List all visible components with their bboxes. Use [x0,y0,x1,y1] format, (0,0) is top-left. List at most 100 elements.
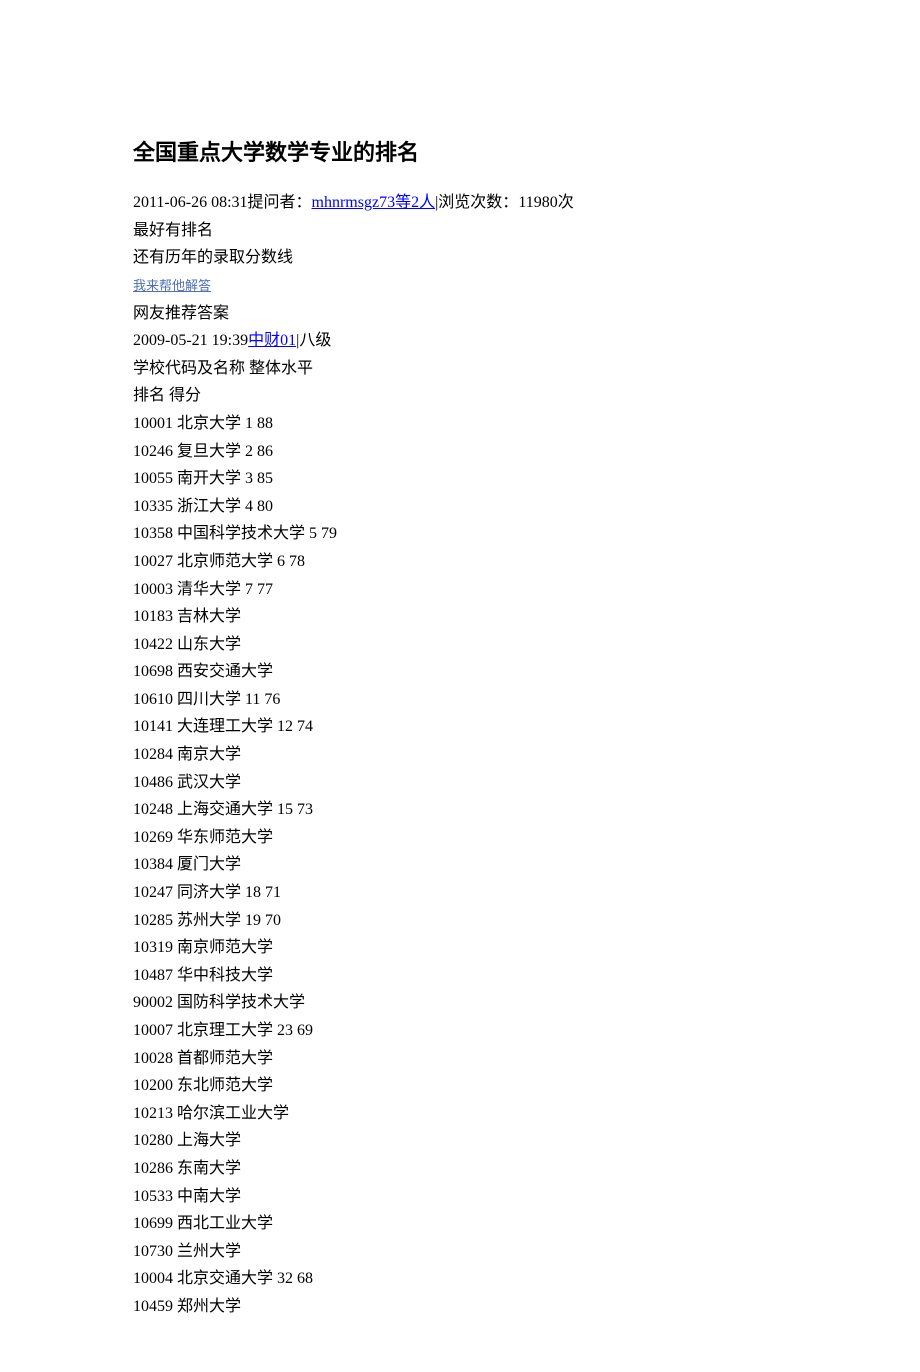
ranking-row: 10335 浙江大学 4 80 [133,494,787,520]
ranking-header-2: 排名 得分 [133,383,787,409]
ranking-name: 苏州大学 [177,912,241,929]
ranking-row: 10487 华中科技大学 [133,963,787,989]
ranking-row: 10610 四川大学 11 76 [133,687,787,713]
ranking-code: 10183 [133,608,173,625]
ranking-code: 10285 [133,912,173,929]
ranking-code: 10487 [133,967,173,984]
answer-user-link[interactable]: 中财01 [248,332,296,349]
question-meta: 2011-06-26 08:31提问者：mhnrmsgz73等2人|浏览次数：1… [133,190,787,216]
ranking-rank: 15 73 [277,801,313,818]
ranking-name: 首都师范大学 [177,1050,273,1067]
ranking-rank: 23 69 [277,1022,313,1039]
ranking-rank: 32 68 [277,1270,313,1287]
ranking-code: 10533 [133,1188,173,1205]
ranking-code: 10286 [133,1160,173,1177]
ranking-name: 南开大学 [177,470,241,487]
ranking-row: 10247 同济大学 18 71 [133,880,787,906]
ranking-code: 10358 [133,525,173,542]
ranking-name: 吉林大学 [177,608,241,625]
ranking-code: 10001 [133,415,173,432]
ranking-row: 10358 中国科学技术大学 5 79 [133,521,787,547]
ranking-rank: 4 80 [245,498,273,515]
ranking-code: 10200 [133,1077,173,1094]
ranking-rank: 19 70 [245,912,281,929]
ranking-code: 10730 [133,1243,173,1260]
ranking-code: 10141 [133,718,173,735]
ranking-code: 10384 [133,856,173,873]
ranking-row: 10248 上海交通大学 15 73 [133,797,787,823]
ranking-name: 华中科技大学 [177,967,273,984]
ranking-name: 山东大学 [177,636,241,653]
ranking-name: 西北工业大学 [177,1215,273,1232]
answer-user-level: |八级 [296,332,331,349]
ranking-row: 10183 吉林大学 [133,604,787,630]
ranking-code: 10246 [133,443,173,460]
ranking-row: 10007 北京理工大学 23 69 [133,1018,787,1044]
ranking-code: 10003 [133,581,173,598]
ranking-code: 10280 [133,1132,173,1149]
ranking-header-1: 学校代码及名称 整体水平 [133,356,787,382]
ranking-name: 复旦大学 [177,443,241,460]
ranking-row: 10285 苏州大学 19 70 [133,908,787,934]
ranking-name: 上海交通大学 [177,801,273,818]
ranking-row: 10730 兰州大学 [133,1239,787,1265]
ranking-row: 10246 复旦大学 2 86 [133,439,787,465]
ranking-rank: 6 78 [277,553,305,570]
ranking-name: 浙江大学 [177,498,241,515]
ranking-list: 10001 北京大学 1 88 10246 复旦大学 2 86 10055 南开… [133,411,787,1320]
ranking-name: 东南大学 [177,1160,241,1177]
question-line-1: 最好有排名 [133,218,787,244]
ranking-row: 10055 南开大学 3 85 [133,466,787,492]
ranking-row: 10028 首都师范大学 [133,1046,787,1072]
question-datetime: 2011-06-26 08:31 [133,194,248,211]
asker-link[interactable]: mhnrmsgz73等2人 [312,194,436,211]
ranking-row: 10459 郑州大学 [133,1294,787,1320]
ranking-row: 10384 厦门大学 [133,852,787,878]
ranking-code: 10028 [133,1050,173,1067]
ranking-name: 厦门大学 [177,856,241,873]
ranking-code: 10335 [133,498,173,515]
ranking-code: 10213 [133,1105,173,1122]
ranking-row: 10533 中南大学 [133,1184,787,1210]
ranking-row: 10200 东北师范大学 [133,1073,787,1099]
ranking-code: 10459 [133,1298,173,1315]
ranking-name: 中南大学 [177,1188,241,1205]
ranking-name: 武汉大学 [177,774,241,791]
ranking-code: 10007 [133,1022,173,1039]
ranking-rank: 7 77 [245,581,273,598]
ranking-name: 南京大学 [177,746,241,763]
ranking-rank: 18 71 [245,884,281,901]
ranking-row: 10422 山东大学 [133,632,787,658]
asker-label: 提问者： [248,194,312,211]
ranking-code: 10027 [133,553,173,570]
ranking-code: 10269 [133,829,173,846]
ranking-rank: 5 79 [309,525,337,542]
ranking-name: 同济大学 [177,884,241,901]
ranking-row: 90002 国防科学技术大学 [133,990,787,1016]
ranking-rank: 12 74 [277,718,313,735]
ranking-row: 10280 上海大学 [133,1128,787,1154]
ranking-row: 10269 华东师范大学 [133,825,787,851]
ranking-row: 10699 西北工业大学 [133,1211,787,1237]
ranking-row: 10286 东南大学 [133,1156,787,1182]
ranking-code: 10699 [133,1215,173,1232]
ranking-name: 上海大学 [177,1132,241,1149]
ranking-name: 四川大学 [177,691,241,708]
ranking-name: 哈尔滨工业大学 [177,1105,289,1122]
ranking-code: 10319 [133,939,173,956]
ranking-name: 北京理工大学 [177,1022,273,1039]
ranking-row: 10284 南京大学 [133,742,787,768]
ranking-row: 10141 大连理工大学 12 74 [133,714,787,740]
view-label: 浏览次数： [438,194,518,211]
answer-meta: 2009-05-21 19:39中财01|八级 [133,328,787,354]
ranking-code: 90002 [133,994,173,1011]
ranking-row: 10003 清华大学 7 77 [133,577,787,603]
ranking-name: 北京师范大学 [177,553,273,570]
ranking-code: 10422 [133,636,173,653]
ranking-row: 10027 北京师范大学 6 78 [133,549,787,575]
ranking-row: 10213 哈尔滨工业大学 [133,1101,787,1127]
page-title: 全国重点大学数学专业的排名 [133,135,787,170]
ranking-row: 10486 武汉大学 [133,770,787,796]
help-answer-link[interactable]: 我来帮他解答 [133,278,211,293]
ranking-rank: 2 86 [245,443,273,460]
